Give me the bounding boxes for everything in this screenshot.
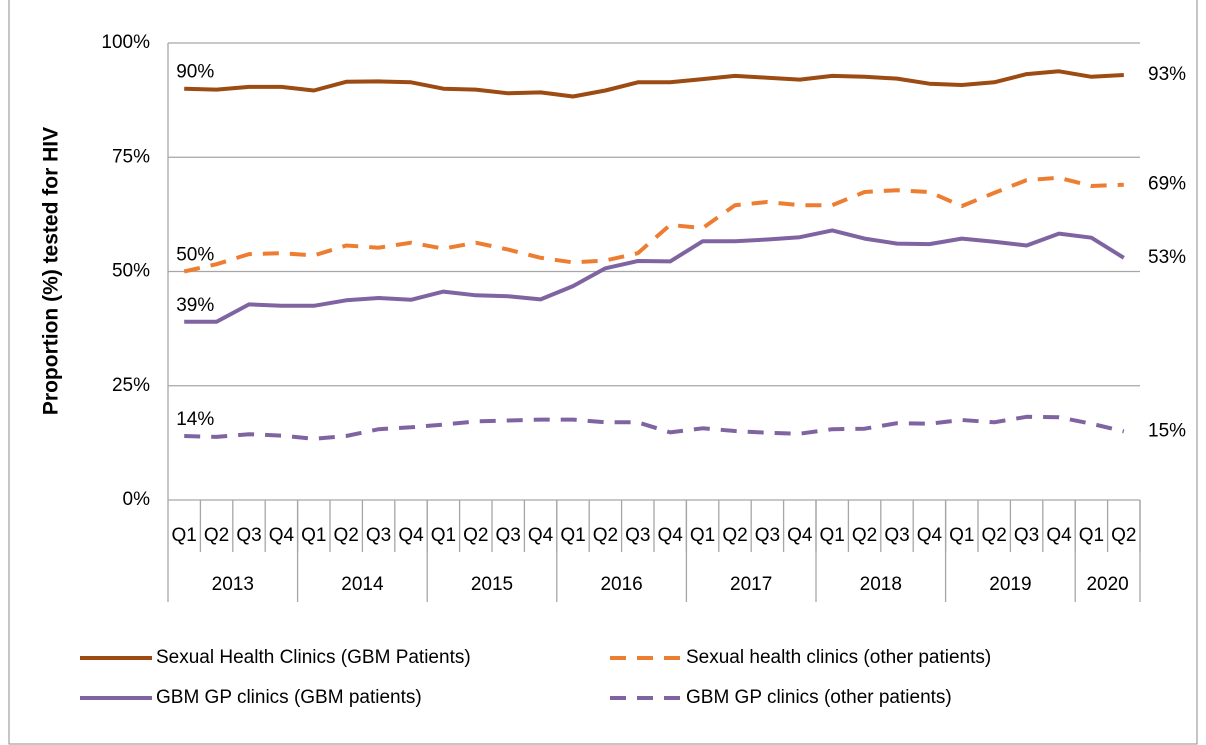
x-tick-label: Q2 — [463, 525, 488, 546]
x-tick-label: Q1 — [1079, 525, 1104, 546]
data-label: 53% — [1148, 247, 1186, 268]
y-tick-label: 50% — [112, 261, 150, 282]
x-tick-label: Q1 — [172, 525, 197, 546]
x-tick-label: Q1 — [560, 525, 585, 546]
x-tick-label: Q2 — [204, 525, 229, 546]
legend-label: Sexual health clinics (other patients) — [686, 647, 991, 668]
x-tick-label: Q2 — [722, 525, 747, 546]
data-label: 15% — [1148, 420, 1186, 441]
x-tick-label: Q3 — [1014, 525, 1039, 546]
legend-label: GBM GP clinics (GBM patients) — [156, 687, 422, 708]
x-tick-label: Q2 — [334, 525, 359, 546]
data-label: 50% — [176, 245, 214, 266]
chart-frame — [8, 0, 1198, 745]
series-line — [183, 175, 1124, 274]
x-tick-label: Q2 — [1111, 525, 1136, 546]
y-tick-label: 0% — [123, 489, 151, 510]
x-tick-label: Q3 — [625, 525, 650, 546]
legend-label: GBM GP clinics (other patients) — [686, 687, 952, 708]
y-tick-label: 100% — [101, 32, 150, 53]
x-tick-label: Q4 — [658, 525, 684, 546]
x-tick-label: Q2 — [593, 525, 618, 546]
x-tick-label: Q3 — [236, 525, 261, 546]
x-tick-label: Q1 — [431, 525, 456, 546]
x-tick-label: Q4 — [1046, 525, 1072, 546]
x-tick-label: Q3 — [366, 525, 391, 546]
data-label: 69% — [1148, 174, 1186, 195]
x-tick-label: Q3 — [755, 525, 780, 546]
year-label: 2020 — [1086, 574, 1128, 595]
x-tick-label: Q2 — [852, 525, 877, 546]
x-tick-label: Q3 — [884, 525, 909, 546]
x-tick-label: Q1 — [949, 525, 974, 546]
x-tick-label: Q4 — [917, 525, 943, 546]
x-tick-label: Q4 — [398, 525, 424, 546]
data-label: 93% — [1148, 64, 1186, 85]
series-line — [184, 228, 1125, 324]
x-tick-label: Q3 — [496, 525, 521, 546]
year-label: 2019 — [989, 574, 1031, 595]
x-tick-label: Q4 — [269, 525, 295, 546]
x-tick-label: Q2 — [982, 525, 1007, 546]
x-tick-label: Q1 — [301, 525, 326, 546]
x-tick-label: Q4 — [528, 525, 554, 546]
year-label: 2017 — [730, 574, 772, 595]
year-label: 2013 — [212, 574, 254, 595]
series-line — [184, 69, 1124, 99]
x-tick-label: Q1 — [690, 525, 715, 546]
year-label: 2014 — [341, 574, 384, 595]
y-tick-label: 75% — [112, 146, 150, 167]
legend-label: Sexual Health Clinics (GBM Patients) — [156, 647, 471, 668]
year-label: 2016 — [600, 574, 642, 595]
x-tick-label: Q4 — [787, 525, 813, 546]
data-label: 39% — [176, 295, 214, 316]
year-label: 2015 — [471, 574, 513, 595]
data-label: 90% — [176, 62, 214, 83]
series-line — [184, 414, 1125, 441]
x-tick-label: Q1 — [820, 525, 845, 546]
year-label: 2018 — [860, 574, 902, 595]
data-label: 14% — [176, 409, 214, 430]
y-axis-label: Proportion (%) tested for HIV — [40, 127, 63, 415]
y-tick-label: 25% — [112, 375, 150, 396]
